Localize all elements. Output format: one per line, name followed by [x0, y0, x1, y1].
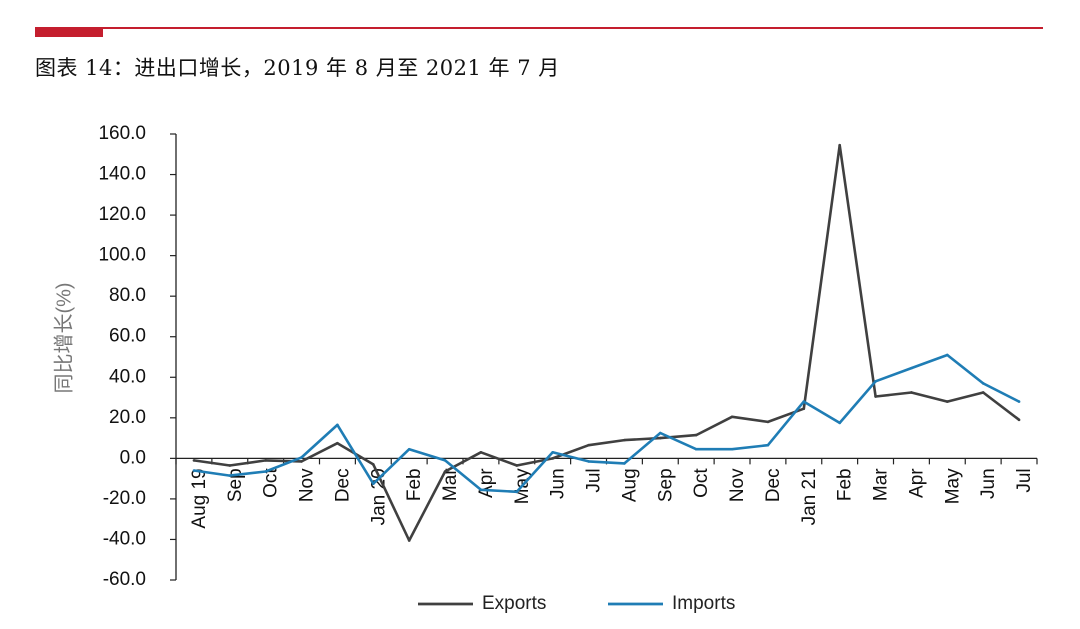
x-tick-label: Jun — [548, 468, 569, 499]
point-imports — [372, 482, 375, 486]
x-tick-label: Nov — [727, 468, 748, 502]
x-tick-label: Mar — [871, 468, 892, 501]
y-tick-label: 140.0 — [98, 164, 146, 185]
y-tick-label: -20.0 — [103, 488, 146, 509]
y-tick-label: 40.0 — [109, 366, 146, 387]
point-exports — [443, 470, 447, 473]
x-tick-label: Sep — [655, 468, 676, 502]
point-exports — [300, 460, 303, 463]
point-imports — [910, 366, 913, 370]
point-exports — [623, 438, 626, 442]
point-imports — [874, 380, 877, 383]
point-imports — [407, 447, 411, 451]
x-tick-label: Aug — [619, 468, 640, 502]
point-imports — [981, 382, 985, 385]
point-exports — [192, 459, 196, 462]
point-exports — [372, 463, 375, 466]
y-tick-label: -60.0 — [103, 569, 146, 590]
x-tick-label: Nov — [297, 468, 318, 502]
y-tick-label: 20.0 — [109, 407, 146, 428]
point-imports — [802, 400, 806, 403]
x-tick-label: Jun — [978, 468, 999, 499]
x-tick-label: Oct — [691, 468, 712, 498]
point-exports — [264, 459, 267, 462]
point-imports — [443, 459, 447, 462]
y-axis: 160.0 140.0 120.0 100.0 80.0 60.0 40.0 20.0 0.0 -… — [98, 123, 177, 590]
point-exports — [694, 433, 698, 437]
x-tick-label: Jul — [1014, 468, 1035, 492]
point-imports — [551, 450, 554, 454]
point-imports — [515, 490, 519, 494]
y-tick-label: 100.0 — [98, 245, 146, 266]
point-imports — [479, 488, 483, 492]
point-exports — [479, 450, 483, 454]
x-tick-label: May — [942, 468, 963, 504]
point-imports — [730, 447, 734, 451]
x-tick-label: Feb — [404, 468, 425, 501]
point-imports — [694, 447, 698, 451]
x-tick-label: Jul — [584, 468, 605, 492]
point-exports — [910, 391, 913, 394]
y-tick-label: 120.0 — [98, 204, 146, 225]
point-imports — [192, 469, 196, 472]
point-exports — [946, 400, 949, 403]
y-tick-label: 160.0 — [98, 123, 146, 144]
point-imports — [766, 443, 770, 447]
point-imports — [659, 431, 662, 435]
y-tick-label: 80.0 — [109, 285, 146, 306]
x-tick-label: Apr — [906, 468, 927, 498]
point-imports — [228, 474, 232, 477]
x-tick-label: Mar — [440, 468, 461, 501]
point-imports — [587, 460, 590, 463]
x-tick-label: Oct — [261, 468, 282, 498]
x-tick-label: Dec — [332, 468, 353, 502]
series-layer — [192, 143, 1021, 542]
point-exports — [515, 464, 519, 467]
x-tick-label: Jan 21 — [799, 468, 820, 525]
y-tick-label: 0.0 — [120, 447, 146, 468]
point-exports — [551, 457, 554, 460]
point-exports — [730, 415, 734, 419]
point-exports — [407, 539, 411, 542]
point-exports — [228, 464, 232, 467]
legend-label-imports: Imports — [672, 593, 735, 614]
point-exports — [802, 407, 806, 410]
y-tick-label: 60.0 — [109, 326, 146, 347]
point-exports — [659, 436, 662, 440]
point-exports — [981, 391, 985, 394]
header-accent-block — [35, 27, 103, 37]
x-tick-label: Aug 19 — [189, 468, 210, 528]
point-imports — [946, 353, 949, 357]
point-exports — [587, 443, 590, 447]
point-exports — [838, 143, 841, 147]
legend-label-exports: Exports — [482, 593, 546, 614]
legend: Exports Imports — [418, 593, 735, 614]
point-imports — [300, 456, 303, 459]
point-exports — [1017, 418, 1021, 422]
x-tick-label: Dec — [763, 468, 784, 502]
point-imports — [336, 423, 339, 427]
point-imports — [838, 421, 841, 425]
header-rule — [35, 27, 1043, 29]
point-exports — [336, 441, 339, 445]
chart-title: 图表 14：进出口增长，2019 年 8 月至 2021 年 7 月 — [35, 56, 560, 80]
x-tick-label: Apr — [476, 468, 497, 498]
x-axis: Aug 19 Sep Oct Nov Dec Jan 20 Feb Mar Apr May Jun J… — [175, 457, 1038, 529]
point-imports — [623, 462, 626, 465]
point-exports — [766, 420, 770, 424]
x-tick-label: Feb — [835, 468, 856, 501]
series-line-exports — [193, 143, 1020, 542]
point-imports — [264, 470, 267, 473]
point-exports — [874, 395, 877, 398]
y-axis-label: 同比增长(%) — [52, 282, 75, 393]
point-imports — [1017, 400, 1021, 403]
y-tick-label: -40.0 — [103, 528, 146, 549]
series-line-imports — [193, 353, 1020, 494]
